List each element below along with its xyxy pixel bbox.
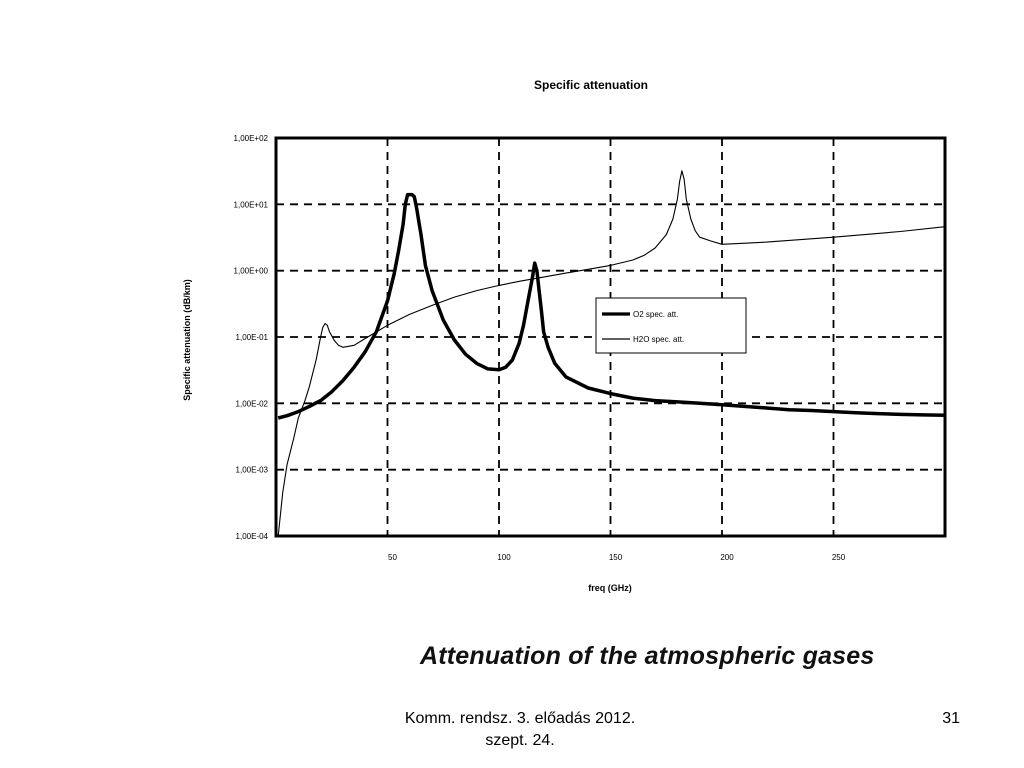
y-tick-label: 1,00E-04	[236, 532, 269, 541]
y-tick-label: 1,00E+00	[234, 267, 269, 276]
slide-caption: Attenuation of the atmospheric gases	[420, 642, 875, 670]
y-tick-label: 1,00E+01	[234, 200, 269, 209]
legend-box	[595, 297, 747, 354]
x-tick-label: 200	[720, 553, 734, 562]
series-line-h2o	[277, 170, 946, 537]
footer-line-1: Komm. rendsz. 3. előadás 2012.	[404, 710, 636, 727]
x-axis-title: freq (GHz)	[588, 583, 632, 593]
y-tick-label: 1,00E-01	[236, 333, 269, 342]
y-tick-label: 1,00E-02	[236, 399, 269, 408]
x-tick-label: 250	[832, 553, 846, 562]
y-tick-label: 1,00E-03	[236, 466, 269, 475]
legend-label-h2o: H2O spec. att.	[633, 335, 684, 344]
chart: Specific attenuation 1,00E-041,00E-031,0…	[182, 78, 947, 593]
footer-text: Komm. rendsz. 3. előadás 2012. szept. 24…	[360, 708, 680, 752]
legend: O2 spec. att. H2O spec. att.	[595, 297, 747, 354]
y-axis-title: Specific attenuation (dB/km)	[182, 279, 192, 401]
legend-label-o2: O2 spec. att.	[633, 310, 678, 319]
x-tick-label: 150	[609, 553, 623, 562]
footer-line-2: szept. 24.	[485, 732, 555, 749]
series-layer	[277, 170, 946, 537]
y-axis-ticks: 1,00E-04 1,00E-03 1,00E-02 1,00E-01 1,00E+00…	[234, 134, 269, 541]
series-line-o2	[277, 192, 946, 420]
x-tick-label: 100	[497, 553, 511, 562]
page-number: 31	[942, 710, 960, 727]
y-tick-label: 1,00E+02	[234, 134, 269, 143]
chart-title: Specific attenuation	[534, 78, 648, 92]
x-axis-ticks: 50 100 150 200 250	[388, 553, 846, 562]
x-tick-label: 50	[388, 553, 397, 562]
